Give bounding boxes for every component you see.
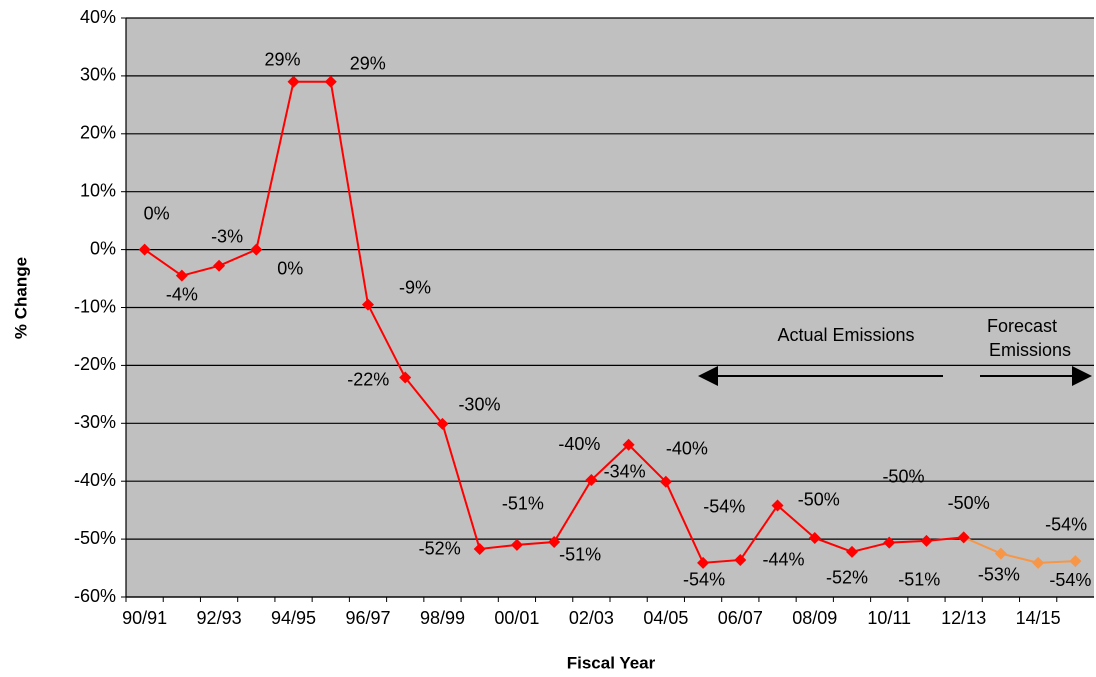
data-label: -9%	[399, 277, 431, 297]
marker	[324, 75, 337, 88]
marker	[250, 243, 263, 256]
x-tick-label: 92/93	[197, 608, 242, 628]
data-label: 29%	[350, 53, 386, 73]
y-tick-label: -20%	[74, 354, 116, 374]
data-label: -30%	[458, 395, 500, 415]
y-tick-label: 40%	[80, 7, 116, 27]
data-label: 29%	[265, 49, 301, 69]
y-tick-label: -60%	[74, 586, 116, 606]
data-label: 0%	[144, 203, 170, 223]
marker	[659, 475, 672, 488]
x-tick-label: 10/11	[867, 608, 911, 628]
data-label: -51%	[898, 569, 940, 589]
y-tick-label: -30%	[74, 412, 116, 432]
x-tick-label: 02/03	[569, 608, 614, 628]
data-label: -4%	[166, 284, 198, 304]
data-label: -22%	[347, 369, 389, 389]
marker	[808, 531, 821, 544]
data-label: -40%	[666, 439, 708, 459]
y-tick-label: 10%	[80, 180, 116, 200]
x-tick-label: 90/91	[122, 608, 167, 628]
x-tick-label: 12/13	[941, 608, 986, 628]
y-tick-label: 20%	[80, 123, 116, 143]
annotation: Emissions	[989, 340, 1071, 360]
marker	[920, 534, 933, 547]
data-label: -3%	[211, 227, 243, 247]
x-tick-label: 96/97	[345, 608, 390, 628]
data-label: -53%	[978, 564, 1020, 584]
y-tick-label: -10%	[74, 296, 116, 316]
marker	[138, 243, 151, 256]
data-label: -51%	[559, 545, 601, 565]
data-label: -54%	[703, 497, 745, 517]
marker	[697, 556, 710, 569]
marker	[734, 553, 747, 566]
data-label: -34%	[604, 461, 646, 481]
data-label: 0%	[277, 258, 303, 278]
marker	[957, 531, 970, 544]
x-tick-label: 14/15	[1016, 608, 1061, 628]
series-line	[963, 536, 1076, 564]
marker	[287, 75, 300, 88]
data-label: -44%	[763, 549, 805, 569]
data-label: -54%	[683, 570, 725, 590]
data-label: -54%	[1045, 515, 1087, 535]
marker	[436, 417, 449, 430]
data-label: -54%	[1049, 570, 1091, 590]
data-label: -51%	[502, 494, 544, 514]
data-label: -50%	[882, 467, 924, 487]
data-label: -50%	[798, 490, 840, 510]
x-tick-label: 98/99	[420, 608, 465, 628]
marker	[622, 438, 635, 451]
marker	[1032, 556, 1045, 569]
marker	[994, 547, 1007, 560]
marker	[510, 538, 523, 551]
marker	[1069, 555, 1082, 568]
marker	[175, 269, 188, 282]
x-tick-label: 94/95	[271, 608, 316, 628]
y-tick-label: 0%	[90, 238, 116, 258]
marker	[362, 298, 374, 311]
annotation: Forecast	[987, 316, 1057, 336]
marker	[883, 536, 896, 549]
y-tick-label: -40%	[74, 470, 116, 490]
marker	[585, 474, 598, 487]
y-tick-label: 30%	[80, 65, 116, 85]
data-label: -40%	[558, 434, 600, 454]
y-tick-label: -50%	[74, 528, 116, 548]
annotation: Actual Emissions	[777, 325, 914, 345]
marker	[771, 499, 784, 512]
x-tick-label: 00/01	[494, 608, 539, 628]
marker	[548, 535, 561, 548]
marker	[399, 371, 412, 384]
x-axis-label: Fiscal Year	[567, 653, 656, 672]
marker	[473, 542, 486, 555]
x-tick-label: 04/05	[643, 608, 688, 628]
x-tick-label: 08/09	[792, 608, 837, 628]
marker	[213, 259, 226, 272]
data-label: -52%	[419, 539, 461, 559]
marker	[846, 545, 858, 558]
data-label: -50%	[948, 493, 990, 513]
x-tick-label: 06/07	[718, 608, 763, 628]
data-label: -52%	[826, 568, 868, 588]
y-axis-label: % Change	[11, 257, 30, 339]
